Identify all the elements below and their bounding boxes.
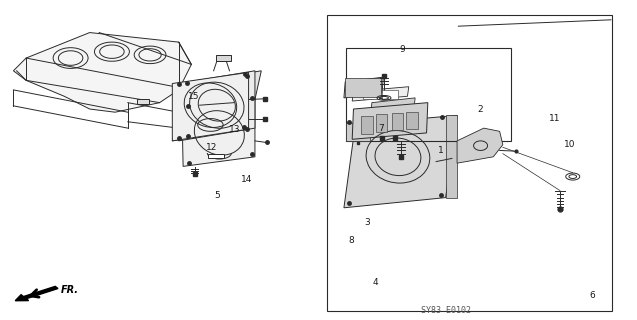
Text: 4: 4 [373,278,378,287]
Text: 11: 11 [549,114,561,123]
Polygon shape [344,77,383,98]
Bar [382,90,398,99]
Text: 8: 8 [348,236,354,245]
Polygon shape [182,98,255,166]
Text: SY83 E0102: SY83 E0102 [420,306,471,315]
FancyArrow shape [15,286,58,301]
Polygon shape [173,72,248,141]
Text: 5: 5 [214,190,220,200]
Text: 14: 14 [241,175,252,184]
Bar [346,49,511,141]
Text: 10: 10 [564,140,575,149]
Bar [361,116,373,134]
Polygon shape [446,116,457,197]
Polygon shape [352,103,428,139]
Text: 15: 15 [188,92,199,101]
Bar [345,78,381,97]
Polygon shape [352,87,409,101]
Bar [327,15,612,311]
Text: 13: 13 [229,125,240,134]
Text: FR.: FR. [61,285,79,295]
Text: 12: 12 [206,143,217,152]
Bar [215,55,231,60]
Bar [138,99,149,104]
Bar [346,123,370,141]
Text: 9: 9 [399,44,405,54]
Polygon shape [173,71,261,141]
Bar [392,113,403,130]
Polygon shape [13,33,191,112]
Text: 6: 6 [589,291,595,300]
Bar [363,90,379,99]
Polygon shape [344,116,457,208]
Text: 2: 2 [478,105,483,114]
Polygon shape [457,128,503,163]
Bar [208,154,224,158]
Polygon shape [371,98,415,116]
Text: 3: 3 [364,218,370,227]
Bar [376,115,387,132]
Polygon shape [178,71,255,141]
Text: 1: 1 [438,146,444,155]
Bar [406,112,418,129]
Text: 7: 7 [378,124,383,133]
